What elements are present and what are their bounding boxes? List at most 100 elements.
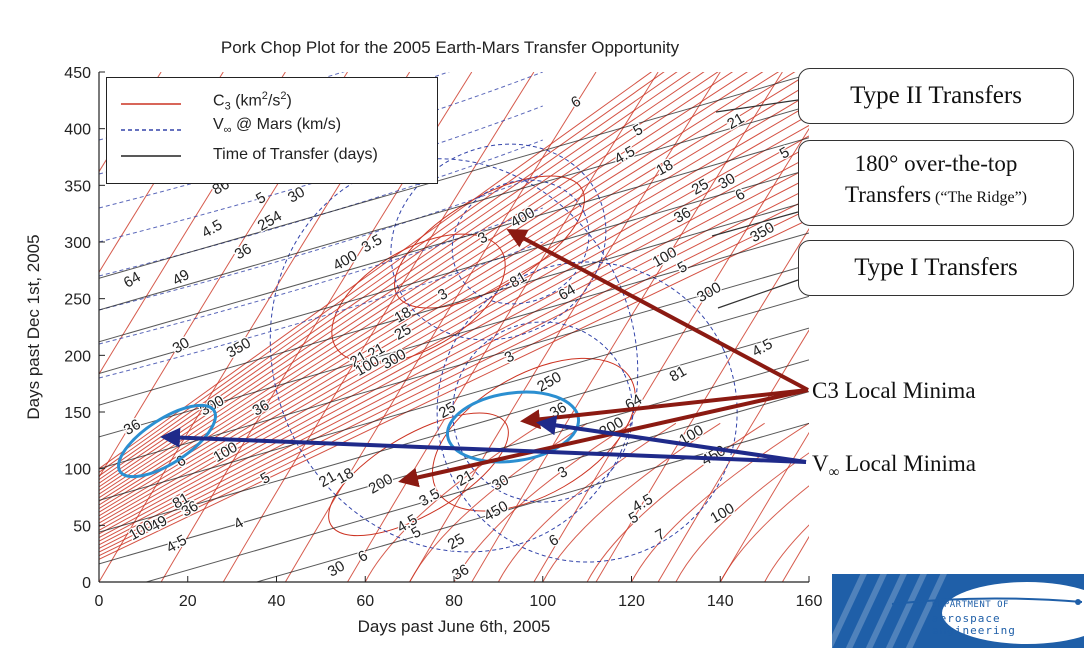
logo-line-department: DEPARTMENT OF bbox=[932, 600, 1009, 610]
contour-label: 450 bbox=[481, 498, 511, 525]
contour-label: 81 bbox=[667, 363, 690, 386]
legend-vinf-label: V∞ @ Mars (km/s) bbox=[213, 116, 342, 137]
legend-c3-label: C3 (km2/s2) bbox=[213, 90, 292, 113]
x-tick-label: 120 bbox=[618, 593, 645, 610]
c3-contour-line bbox=[719, 431, 809, 582]
c3-ridge-line bbox=[99, 72, 734, 491]
tof-contour bbox=[99, 232, 809, 438]
callout-ridge-line1: 180° over-the-top bbox=[854, 151, 1018, 176]
c3-ridge-line bbox=[99, 166, 809, 542]
contour-label: 5 bbox=[408, 523, 424, 542]
contour-label: 25 bbox=[689, 176, 712, 199]
contour-label: 4.5 bbox=[612, 143, 639, 168]
vinf-contour bbox=[99, 173, 543, 311]
contour-label: 6 bbox=[546, 531, 562, 550]
y-tick-label: 350 bbox=[64, 178, 91, 195]
x-tick-label: 100 bbox=[529, 593, 556, 610]
vinf-minimum-ellipse-center bbox=[445, 390, 581, 464]
x-tick-label: 0 bbox=[95, 593, 104, 610]
c3-ridge-line bbox=[99, 177, 809, 546]
contour-label: 6 bbox=[732, 186, 748, 205]
callout-ridge-transfers: 180° over-the-top Transfers (“The Ridge”… bbox=[798, 140, 1074, 226]
c3-ridge-line bbox=[99, 72, 764, 499]
contour-label: 3 bbox=[502, 348, 518, 367]
x-tick-label: 60 bbox=[356, 593, 374, 610]
y-tick-label: 100 bbox=[64, 462, 91, 479]
contour-label: 25 bbox=[445, 530, 468, 553]
c3-closed-contour bbox=[331, 233, 506, 364]
contour-label: 36 bbox=[449, 561, 472, 584]
callout-leader-line bbox=[715, 99, 799, 113]
c3-minima-arrow bbox=[398, 388, 809, 488]
y-tick-label: 50 bbox=[73, 518, 91, 535]
c3-contour-line bbox=[533, 127, 809, 582]
vinf-minimum-ellipse-left bbox=[117, 403, 217, 479]
tof-contour bbox=[99, 137, 809, 343]
vinf-contour bbox=[436, 261, 738, 563]
vinf-contour bbox=[451, 179, 590, 305]
c3-ridge-line bbox=[99, 218, 809, 560]
c3-ridge-line bbox=[99, 72, 809, 509]
y-tick-label: 400 bbox=[64, 122, 91, 139]
tof-contour bbox=[99, 264, 809, 470]
contour-label: 36 bbox=[671, 204, 694, 227]
contour-label: 400 bbox=[330, 247, 360, 274]
c3-contour-line bbox=[595, 228, 809, 582]
callout-type1-text: Type I Transfers bbox=[854, 254, 1018, 281]
contour-label: 64 bbox=[121, 269, 144, 292]
contour-label: 36 bbox=[232, 240, 255, 263]
c3-contour-line bbox=[409, 72, 721, 582]
callout-type2-transfers: Type II Transfers bbox=[798, 68, 1074, 124]
c3-ridge-line bbox=[99, 187, 809, 549]
y-tick-label: 300 bbox=[64, 235, 91, 252]
c3-closed-contour bbox=[431, 357, 636, 512]
callout-leader-line bbox=[717, 279, 799, 309]
c3-minima-arrow bbox=[506, 229, 809, 392]
c3-ridge-line bbox=[99, 198, 809, 553]
tof-contour bbox=[99, 168, 809, 374]
contour-label: 350 bbox=[224, 334, 254, 361]
c3-ridge-line bbox=[99, 72, 780, 502]
x-tick-label: 20 bbox=[179, 593, 197, 610]
c3-ridge-line bbox=[99, 72, 665, 473]
contour-label: 4.5 bbox=[199, 216, 226, 241]
logo-line-aerospace: aerospace bbox=[932, 612, 1001, 625]
contour-label: 3.5 bbox=[359, 231, 386, 256]
x-tick-label: 40 bbox=[268, 593, 286, 610]
contour-label: 200 bbox=[366, 470, 396, 497]
c3-contour-line bbox=[631, 422, 809, 582]
c3-contour-line bbox=[453, 422, 632, 582]
vinf-contour bbox=[99, 207, 543, 345]
legend-tof-label: Time of Transfer (days) bbox=[213, 146, 378, 163]
contour-label: 5 bbox=[253, 189, 269, 208]
c3-ridge-line bbox=[99, 145, 809, 535]
c3-ridge-line bbox=[99, 72, 796, 506]
c3-contour-line bbox=[497, 422, 677, 582]
x-tick-label: 140 bbox=[707, 593, 734, 610]
contour-label: 36 bbox=[249, 397, 272, 420]
vinf-minima-arrow bbox=[536, 415, 807, 464]
tof-contour bbox=[99, 73, 809, 279]
c3-minima-arrow bbox=[520, 388, 809, 430]
contour-label: 100 bbox=[707, 500, 737, 527]
y-tick-label: 450 bbox=[64, 65, 91, 82]
callout-ridge-line2: Transfers (“The Ridge”) bbox=[845, 182, 1027, 207]
c3-contour-line bbox=[99, 72, 100, 73]
x-tick-label: 80 bbox=[445, 593, 463, 610]
y-axis-label: Days past Dec 1st, 2005 bbox=[24, 234, 43, 420]
y-tick-label: 150 bbox=[64, 405, 91, 422]
c3-ridge-line bbox=[99, 135, 809, 531]
c3-ridge-line bbox=[99, 104, 809, 520]
vinf-contour bbox=[390, 143, 607, 341]
c3-ridge-line bbox=[99, 72, 678, 477]
department-logo: DEPARTMENT OF aerospace engineering bbox=[832, 574, 1084, 648]
contour-label: 3.5 bbox=[416, 485, 443, 510]
c3-contour-line bbox=[719, 485, 809, 582]
y-tick-label: 200 bbox=[64, 348, 91, 365]
x-axis-label: Days past June 6th, 2005 bbox=[357, 617, 551, 636]
x-tick-label: 160 bbox=[796, 593, 823, 610]
tof-contour bbox=[99, 359, 809, 565]
callout-type1-transfers: Type I Transfers bbox=[798, 240, 1074, 296]
c3-contour-line bbox=[764, 524, 809, 582]
